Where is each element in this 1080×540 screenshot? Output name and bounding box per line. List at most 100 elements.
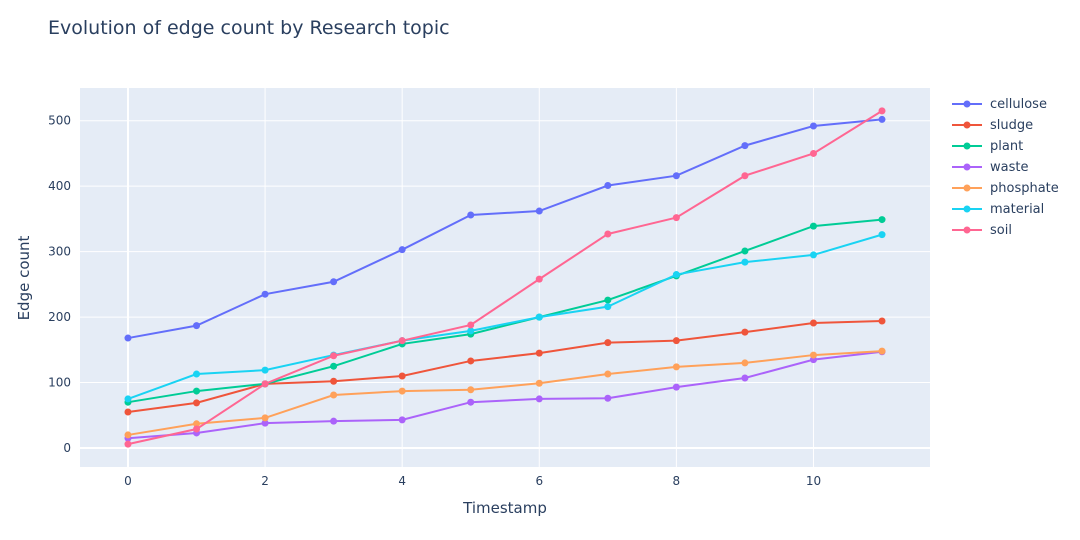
data-point-material (878, 231, 886, 239)
data-point-waste (330, 417, 338, 425)
data-point-plant (330, 362, 338, 370)
x-tick-label: 6 (535, 474, 543, 488)
legend-label-waste: waste (990, 160, 1028, 175)
series-line-cellulose (127, 118, 883, 340)
y-tick-label: 100 (48, 376, 71, 390)
data-point-cellulose (398, 246, 406, 254)
data-point-cellulose (672, 172, 680, 180)
data-point-cellulose (809, 122, 817, 130)
legend-label-cellulose: cellulose (990, 97, 1047, 112)
data-point-waste (535, 395, 543, 403)
series-line-sludge (127, 320, 883, 414)
data-point-soil (878, 107, 886, 115)
data-point-material (604, 303, 612, 311)
data-point-material (124, 395, 132, 403)
data-point-soil (398, 337, 406, 345)
y-axis-label: Edge count (15, 235, 33, 320)
data-point-phosphate (604, 370, 612, 378)
legend-label-phosphate: phosphate (990, 181, 1059, 196)
data-point-material (535, 313, 543, 321)
data-point-waste (741, 374, 749, 382)
x-tick-label: 0 (124, 474, 132, 488)
data-point-soil (124, 440, 132, 448)
data-point-plant (809, 222, 817, 230)
x-tick-label: 2 (261, 474, 269, 488)
data-point-phosphate (809, 351, 817, 359)
data-point-waste (672, 383, 680, 391)
y-tick-label: 200 (48, 310, 71, 324)
y-tick-label: 300 (48, 245, 71, 259)
data-point-plant (878, 216, 886, 224)
data-point-soil (193, 425, 201, 433)
legend-marker-cellulose (963, 100, 971, 108)
data-point-waste (467, 398, 475, 406)
data-point-material (672, 271, 680, 279)
data-point-cellulose (330, 278, 338, 286)
y-tick-label: 0 (63, 441, 71, 455)
legend-marker-phosphate (963, 184, 971, 192)
legend-label-soil: soil (990, 223, 1012, 238)
data-point-phosphate (741, 359, 749, 367)
x-tick-label: 10 (806, 474, 821, 488)
data-point-waste (604, 394, 612, 402)
data-point-phosphate (193, 420, 201, 428)
data-point-cellulose (193, 322, 201, 330)
series-line-soil (127, 110, 883, 446)
data-point-phosphate (672, 363, 680, 371)
data-point-phosphate (398, 387, 406, 395)
plot-area (80, 88, 930, 467)
data-point-plant (741, 247, 749, 255)
legend-label-plant: plant (990, 139, 1023, 154)
series-line-material (127, 233, 883, 400)
data-point-phosphate (878, 347, 886, 355)
legend-marker-material (963, 205, 971, 213)
data-point-plant (193, 387, 201, 395)
data-point-soil (330, 352, 338, 360)
data-point-phosphate (330, 391, 338, 399)
data-point-soil (809, 149, 817, 157)
data-point-sludge (741, 328, 749, 336)
data-point-cellulose (604, 182, 612, 190)
data-point-phosphate (535, 379, 543, 387)
data-point-sludge (193, 399, 201, 407)
data-point-material (193, 370, 201, 378)
y-tick-label: 500 (48, 114, 71, 128)
series-line-phosphate (127, 350, 883, 436)
data-point-soil (467, 321, 475, 329)
data-point-sludge (672, 337, 680, 345)
data-point-sludge (467, 357, 475, 365)
data-point-material (261, 366, 269, 374)
x-tick-label: 4 (398, 474, 406, 488)
chart-title: Evolution of edge count by Research topi… (48, 17, 450, 39)
data-point-cellulose (261, 290, 269, 298)
data-point-soil (261, 380, 269, 388)
data-point-material (741, 258, 749, 266)
data-point-sludge (878, 317, 886, 325)
y-tick-label: 400 (48, 179, 71, 193)
legend-marker-waste (963, 163, 971, 171)
data-point-sludge (330, 377, 338, 385)
data-point-phosphate (124, 431, 132, 439)
data-point-material (809, 251, 817, 259)
data-point-cellulose (741, 142, 749, 150)
data-point-sludge (124, 408, 132, 416)
data-point-phosphate (467, 386, 475, 394)
data-point-waste (398, 416, 406, 424)
data-point-sludge (535, 349, 543, 357)
series-line-waste (127, 350, 883, 440)
data-point-soil (535, 275, 543, 283)
data-point-soil (741, 172, 749, 180)
legend-marker-plant (963, 142, 971, 150)
legend-label-sludge: sludge (990, 118, 1033, 133)
legend-marker-soil (963, 226, 971, 234)
x-axis-label: Timestamp (462, 499, 547, 517)
data-point-cellulose (878, 115, 886, 123)
legend-label-material: material (990, 202, 1044, 217)
data-point-phosphate (261, 414, 269, 422)
data-point-plant (604, 296, 612, 304)
data-point-cellulose (467, 211, 475, 219)
data-point-cellulose (535, 207, 543, 215)
data-point-cellulose (124, 334, 132, 342)
